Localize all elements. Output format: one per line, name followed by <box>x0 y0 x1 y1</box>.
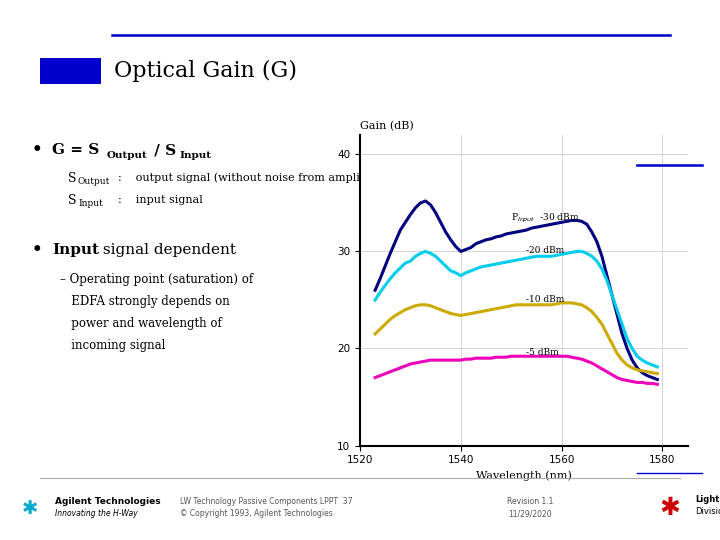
Text: :    output signal (without noise from amplifier): : output signal (without noise from ampl… <box>118 173 384 183</box>
Text: Input: Input <box>179 151 211 159</box>
Text: – Operating point (saturation) of: – Operating point (saturation) of <box>60 273 253 287</box>
Text: EDFA strongly depends on: EDFA strongly depends on <box>60 295 230 308</box>
Text: / S: / S <box>149 143 176 157</box>
Text: Lightwave: Lightwave <box>695 496 720 504</box>
Text: ✱: ✱ <box>22 498 38 517</box>
Text: Agilent Technologies: Agilent Technologies <box>55 497 161 507</box>
Text: Revision 1.1: Revision 1.1 <box>507 497 553 507</box>
Text: •: • <box>32 141 42 159</box>
Text: Innovating the H-Way: Innovating the H-Way <box>55 510 138 518</box>
Text: G = S: G = S <box>52 143 99 157</box>
Text: -20 dBm: -20 dBm <box>526 246 564 255</box>
Text: -10 dBm: -10 dBm <box>526 295 564 304</box>
Text: S: S <box>68 172 76 185</box>
Text: P$_{Input}$  -30 dBm: P$_{Input}$ -30 dBm <box>511 212 580 225</box>
Text: incoming signal: incoming signal <box>60 340 166 353</box>
Text: LW Technology Passive Components LPPT  37: LW Technology Passive Components LPPT 37 <box>180 497 353 507</box>
Text: 11/29/2020: 11/29/2020 <box>508 510 552 518</box>
Text: •: • <box>32 241 42 259</box>
Text: ✱: ✱ <box>660 496 680 520</box>
Text: Gain (dB): Gain (dB) <box>360 121 414 131</box>
Text: Input: Input <box>52 243 99 257</box>
Text: Output: Output <box>78 178 110 186</box>
Text: Division: Division <box>695 508 720 516</box>
Text: signal dependent: signal dependent <box>98 243 236 257</box>
Text: :    input signal: : input signal <box>118 195 203 205</box>
Text: Output: Output <box>107 151 148 159</box>
Text: Optical Gain (G): Optical Gain (G) <box>114 60 297 82</box>
Text: © Copyright 1993, Agilent Technologies: © Copyright 1993, Agilent Technologies <box>180 510 333 518</box>
Text: S: S <box>68 193 76 206</box>
Text: Input: Input <box>78 199 103 208</box>
X-axis label: Wavelength (nm): Wavelength (nm) <box>476 471 572 481</box>
Text: -5 dBm: -5 dBm <box>526 348 559 357</box>
Text: power and wavelength of: power and wavelength of <box>60 318 222 330</box>
